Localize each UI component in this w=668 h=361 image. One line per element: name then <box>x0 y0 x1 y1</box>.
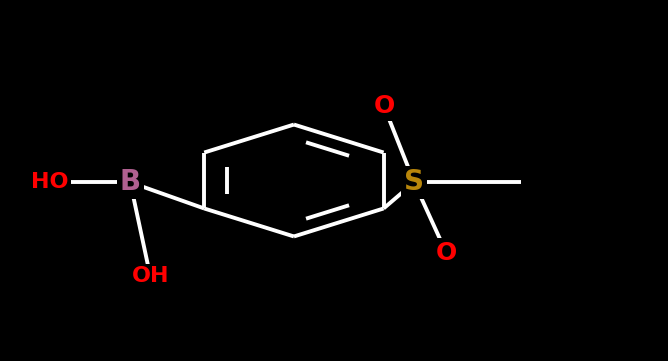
Text: S: S <box>404 168 424 196</box>
Text: O: O <box>436 241 457 265</box>
Text: B: B <box>120 168 141 196</box>
Text: O: O <box>373 95 395 118</box>
Text: OH: OH <box>132 266 169 286</box>
Text: HO: HO <box>31 172 69 192</box>
